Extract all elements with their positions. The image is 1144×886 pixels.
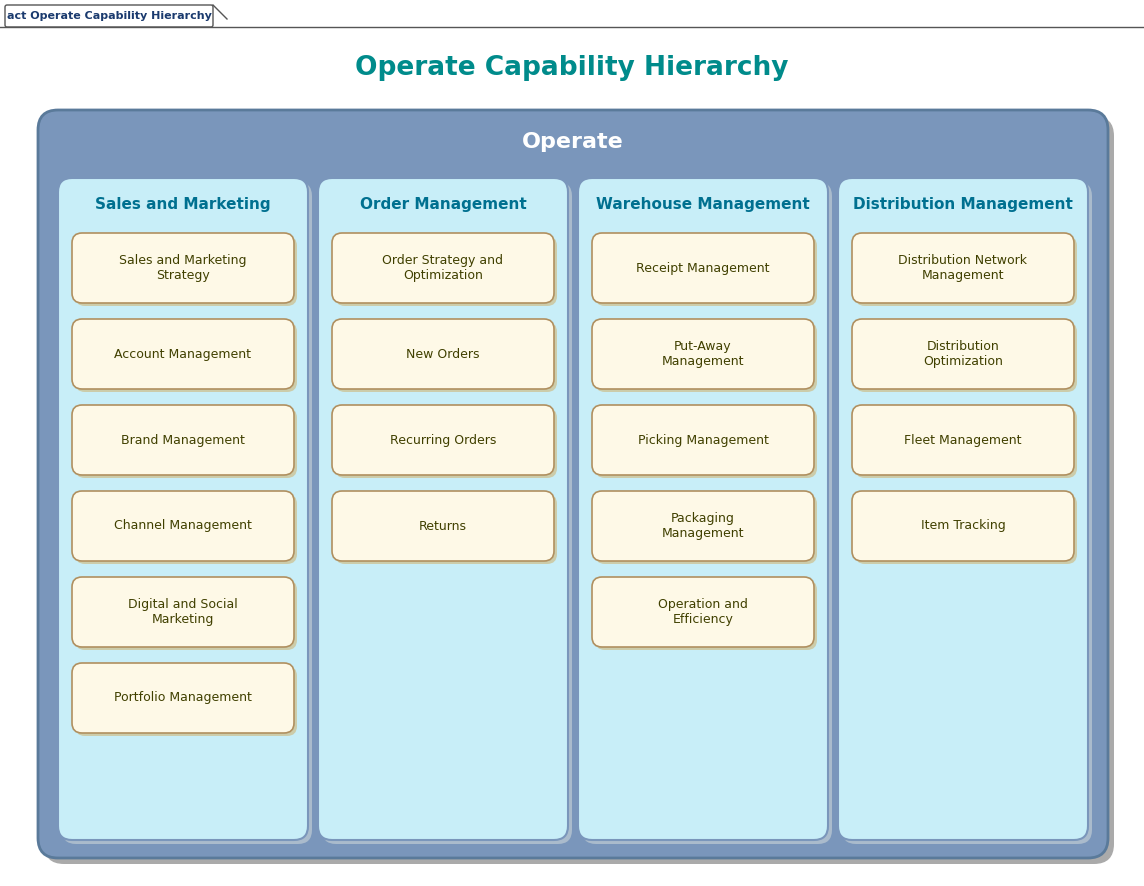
FancyBboxPatch shape <box>5 5 213 27</box>
FancyBboxPatch shape <box>855 408 1077 478</box>
FancyBboxPatch shape <box>76 666 297 736</box>
FancyBboxPatch shape <box>332 405 554 475</box>
FancyBboxPatch shape <box>72 405 294 475</box>
FancyBboxPatch shape <box>76 580 297 650</box>
Text: Operate Capability Hierarchy: Operate Capability Hierarchy <box>356 55 788 81</box>
FancyBboxPatch shape <box>855 322 1077 392</box>
Text: act Operate Capability Hierarchy: act Operate Capability Hierarchy <box>7 11 212 21</box>
FancyBboxPatch shape <box>332 319 554 389</box>
Text: Account Management: Account Management <box>114 347 252 361</box>
FancyBboxPatch shape <box>62 182 312 844</box>
Text: Order Strategy and
Optimization: Order Strategy and Optimization <box>382 254 503 282</box>
FancyBboxPatch shape <box>58 178 308 840</box>
Text: Receipt Management: Receipt Management <box>636 261 770 275</box>
FancyBboxPatch shape <box>591 491 815 561</box>
Text: Operate: Operate <box>522 132 623 152</box>
Text: Put-Away
Management: Put-Away Management <box>661 340 745 368</box>
FancyBboxPatch shape <box>321 182 572 844</box>
FancyBboxPatch shape <box>76 322 297 392</box>
Text: Distribution
Optimization: Distribution Optimization <box>923 340 1003 368</box>
Text: Operation and
Efficiency: Operation and Efficiency <box>658 598 748 626</box>
FancyBboxPatch shape <box>335 408 557 478</box>
FancyBboxPatch shape <box>595 408 817 478</box>
FancyBboxPatch shape <box>595 580 817 650</box>
Text: Order Management: Order Management <box>359 197 526 212</box>
FancyBboxPatch shape <box>852 491 1074 561</box>
Text: Brand Management: Brand Management <box>121 433 245 447</box>
FancyBboxPatch shape <box>595 236 817 306</box>
FancyBboxPatch shape <box>842 182 1093 844</box>
Text: Packaging
Management: Packaging Management <box>661 512 745 540</box>
FancyBboxPatch shape <box>578 178 828 840</box>
FancyBboxPatch shape <box>335 322 557 392</box>
Text: Portfolio Management: Portfolio Management <box>114 691 252 704</box>
Text: Returns: Returns <box>419 519 467 532</box>
FancyBboxPatch shape <box>855 494 1077 564</box>
FancyBboxPatch shape <box>332 233 554 303</box>
FancyBboxPatch shape <box>318 178 569 840</box>
FancyBboxPatch shape <box>855 236 1077 306</box>
Text: Picking Management: Picking Management <box>637 433 769 447</box>
FancyBboxPatch shape <box>591 319 815 389</box>
Text: Fleet Management: Fleet Management <box>904 433 1022 447</box>
Text: Distribution Management: Distribution Management <box>853 197 1073 212</box>
Text: Item Tracking: Item Tracking <box>921 519 1006 532</box>
Text: Channel Management: Channel Management <box>114 519 252 532</box>
Text: New Orders: New Orders <box>406 347 479 361</box>
FancyBboxPatch shape <box>595 322 817 392</box>
Text: Sales and Marketing
Strategy: Sales and Marketing Strategy <box>119 254 247 282</box>
Text: Recurring Orders: Recurring Orders <box>390 433 496 447</box>
FancyBboxPatch shape <box>38 110 1109 858</box>
FancyBboxPatch shape <box>43 116 1114 864</box>
FancyBboxPatch shape <box>335 494 557 564</box>
Text: Distribution Network
Management: Distribution Network Management <box>898 254 1027 282</box>
FancyBboxPatch shape <box>72 233 294 303</box>
FancyBboxPatch shape <box>72 319 294 389</box>
FancyBboxPatch shape <box>72 491 294 561</box>
FancyBboxPatch shape <box>335 236 557 306</box>
FancyBboxPatch shape <box>582 182 832 844</box>
FancyBboxPatch shape <box>72 577 294 647</box>
Text: Warehouse Management: Warehouse Management <box>596 197 810 212</box>
FancyBboxPatch shape <box>591 405 815 475</box>
FancyBboxPatch shape <box>76 494 297 564</box>
FancyBboxPatch shape <box>839 178 1088 840</box>
FancyBboxPatch shape <box>76 408 297 478</box>
FancyBboxPatch shape <box>852 233 1074 303</box>
FancyBboxPatch shape <box>852 405 1074 475</box>
Text: Digital and Social
Marketing: Digital and Social Marketing <box>128 598 238 626</box>
FancyBboxPatch shape <box>595 494 817 564</box>
FancyBboxPatch shape <box>76 236 297 306</box>
FancyBboxPatch shape <box>72 663 294 733</box>
FancyBboxPatch shape <box>591 577 815 647</box>
Text: Sales and Marketing: Sales and Marketing <box>95 197 271 212</box>
FancyBboxPatch shape <box>332 491 554 561</box>
FancyBboxPatch shape <box>852 319 1074 389</box>
FancyBboxPatch shape <box>591 233 815 303</box>
